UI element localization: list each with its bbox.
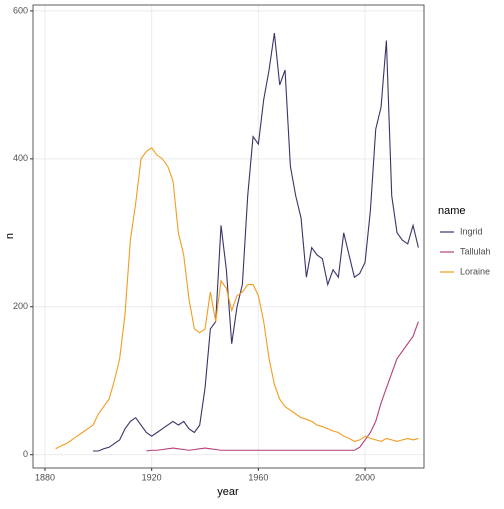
y-tick-label: 400 — [13, 153, 28, 163]
series-line — [93, 33, 419, 452]
y-tick-label: 0 — [23, 449, 28, 459]
legend-title: name — [438, 205, 466, 217]
legend-label: Ingrid — [460, 226, 483, 236]
series-line — [146, 321, 419, 452]
panel — [33, 5, 424, 468]
panel-border — [32, 4, 425, 469]
legend-label: Loraine — [460, 266, 490, 276]
x-axis-label: year — [217, 486, 239, 498]
series-line — [55, 146, 419, 450]
y-axis-label: n — [4, 233, 16, 239]
x-tick-label: 1880 — [35, 472, 55, 482]
x-tick-label: 2000 — [355, 472, 375, 482]
x-tick-label: 1920 — [142, 472, 162, 482]
y-tick-label: 200 — [13, 301, 28, 311]
legend-label: Tallulah — [460, 246, 491, 256]
y-tick-label: 600 — [13, 5, 28, 15]
x-tick-label: 1960 — [248, 472, 268, 482]
